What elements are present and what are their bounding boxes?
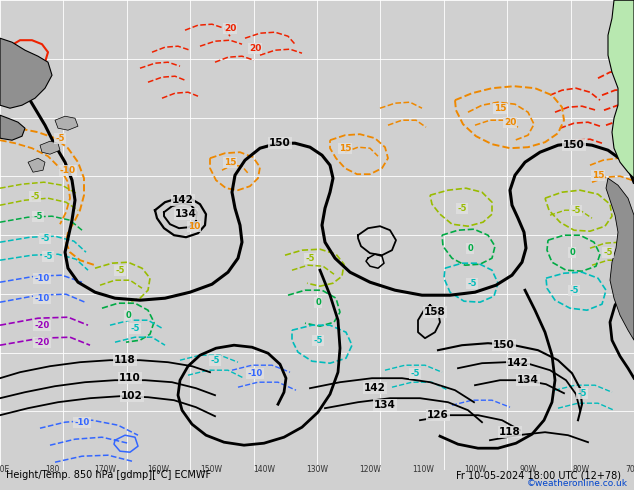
Text: 134: 134	[175, 209, 197, 219]
Text: -5: -5	[33, 212, 42, 220]
Text: -5: -5	[569, 286, 579, 294]
Text: 90W: 90W	[520, 465, 537, 474]
Text: 150: 150	[269, 138, 291, 148]
Text: 118: 118	[114, 355, 136, 365]
Text: -5: -5	[467, 279, 477, 288]
Text: 142: 142	[364, 383, 386, 393]
Polygon shape	[608, 0, 634, 178]
Text: 150: 150	[563, 140, 585, 150]
Text: 160W: 160W	[148, 465, 169, 474]
Text: 158: 158	[424, 307, 446, 317]
Text: -5: -5	[457, 204, 467, 213]
Text: 150: 150	[493, 340, 515, 350]
Text: 0: 0	[125, 311, 131, 319]
Text: 0: 0	[569, 248, 575, 257]
Text: 150W: 150W	[200, 465, 223, 474]
Text: 102: 102	[121, 391, 143, 401]
Text: -5: -5	[305, 254, 314, 263]
Text: -10: -10	[74, 417, 89, 427]
Text: 0: 0	[467, 244, 473, 253]
Text: 110W: 110W	[411, 465, 434, 474]
Text: -5: -5	[313, 336, 323, 344]
Text: 120W: 120W	[359, 465, 381, 474]
Text: -5: -5	[30, 192, 40, 201]
Text: -5: -5	[577, 389, 586, 398]
Polygon shape	[0, 38, 52, 108]
Text: -5: -5	[130, 324, 139, 333]
Text: 80W: 80W	[573, 465, 590, 474]
Text: 110: 110	[119, 373, 141, 383]
Text: 15: 15	[339, 144, 351, 153]
Text: Fr 10-05-2024 18:00 UTC (12+78): Fr 10-05-2024 18:00 UTC (12+78)	[456, 470, 621, 480]
Polygon shape	[55, 116, 78, 130]
Polygon shape	[28, 158, 45, 172]
Text: -5: -5	[571, 206, 581, 215]
Text: 118: 118	[499, 427, 521, 437]
Text: 15: 15	[494, 104, 507, 113]
Text: ©weatheronline.co.uk: ©weatheronline.co.uk	[527, 479, 628, 488]
Text: -20: -20	[34, 338, 49, 347]
Text: -5: -5	[410, 368, 420, 378]
Text: 134: 134	[517, 375, 539, 385]
Text: -5: -5	[115, 266, 125, 275]
Text: 140W: 140W	[253, 465, 275, 474]
Text: 10: 10	[188, 221, 200, 231]
Text: 142: 142	[172, 195, 194, 205]
Text: 20: 20	[224, 24, 236, 33]
Text: 20: 20	[249, 44, 261, 53]
Text: 126: 126	[427, 410, 449, 420]
Text: -10: -10	[34, 274, 49, 283]
Text: -20: -20	[34, 320, 49, 330]
Polygon shape	[0, 115, 25, 140]
Text: -5: -5	[40, 234, 49, 243]
Text: 134: 134	[374, 400, 396, 410]
Text: -10: -10	[34, 294, 49, 303]
Text: -10: -10	[247, 368, 262, 378]
Text: -5: -5	[55, 134, 65, 143]
Text: -10: -10	[60, 166, 76, 175]
Text: 180: 180	[46, 465, 60, 474]
Polygon shape	[40, 141, 60, 154]
Text: Height/Temp. 850 hPa [gdmp][°C] ECMWF: Height/Temp. 850 hPa [gdmp][°C] ECMWF	[6, 470, 212, 480]
Text: 100W: 100W	[465, 465, 486, 474]
Text: -5: -5	[603, 248, 612, 257]
Text: -5: -5	[210, 356, 220, 365]
Text: 15: 15	[224, 158, 236, 167]
Text: 70W: 70W	[625, 465, 634, 474]
Text: 15: 15	[592, 171, 604, 180]
Text: 130W: 130W	[306, 465, 328, 474]
Text: 142: 142	[507, 358, 529, 368]
Text: 170W: 170W	[94, 465, 117, 474]
Text: -5: -5	[43, 252, 53, 261]
Text: 0: 0	[315, 298, 321, 307]
Polygon shape	[606, 178, 634, 340]
Text: 20: 20	[504, 118, 516, 127]
Text: 170E: 170E	[0, 465, 10, 474]
